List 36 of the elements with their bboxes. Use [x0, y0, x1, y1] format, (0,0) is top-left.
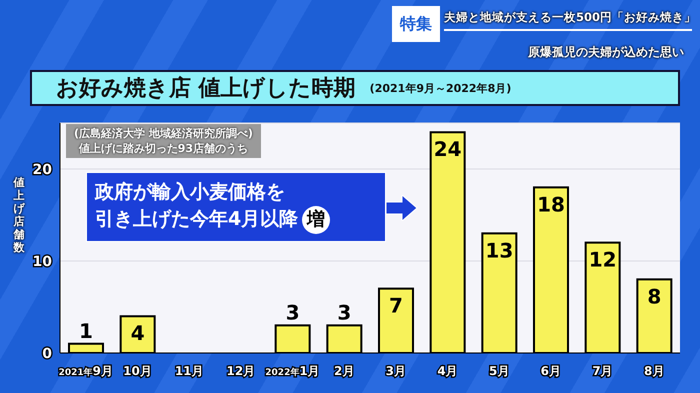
x-tick-label: 5月: [488, 364, 510, 378]
x-tick-label: 4月: [437, 364, 458, 378]
annotation: 値上げに踏み切った93店舗のうち: [78, 141, 250, 156]
x-tick-label: 12月: [226, 364, 256, 378]
text: 特集: [392, 6, 440, 42]
x-tick-label: 2月: [334, 364, 354, 378]
y-tick-label: 20: [32, 162, 52, 178]
x-tick-label: 6月: [540, 364, 562, 378]
data-label: 13: [485, 238, 514, 262]
data-label: 7: [389, 294, 403, 318]
chart-subtitle: (2021年9月～2022年8月): [370, 80, 512, 96]
y-tick-label: 10: [32, 254, 52, 270]
y-tick-label: 0: [42, 346, 52, 362]
data-label: 4: [130, 321, 145, 346]
x-tick-label: 7月: [592, 364, 613, 378]
x-tick-label: 8月: [644, 364, 664, 378]
data-label: 24: [434, 137, 462, 162]
data-label: 8: [647, 284, 662, 308]
data-label: 12: [588, 248, 617, 272]
annotation: 増: [302, 206, 330, 234]
annotation: (広島経済大学 地域経済研究所調べ): [74, 126, 253, 141]
text: 夫婦と地域が支える一枚500円「お好み焼き」: [444, 10, 696, 26]
annotation: 引き上げた今年4月以降: [95, 208, 298, 230]
chart-title: お好み焼き店 値上げした時期: [56, 74, 356, 103]
text: 原爆孤児の夫婦が込めた思い: [528, 44, 684, 61]
annotation: 政府が輸入小麦価格を: [95, 180, 286, 205]
x-tick-label: 2021年9月: [58, 364, 114, 378]
data-label: 18: [537, 192, 565, 216]
x-tick-label: 2022年1月: [265, 364, 320, 378]
data-label: 1: [79, 318, 93, 343]
x-tick-label: 10月: [123, 364, 152, 378]
data-label: 3: [286, 300, 300, 324]
x-tick-label: 11月: [174, 364, 204, 378]
x-tick-label: 3月: [386, 364, 406, 378]
y-axis-title: 値上げ店舗数: [12, 176, 26, 254]
data-label: 3: [337, 300, 352, 324]
